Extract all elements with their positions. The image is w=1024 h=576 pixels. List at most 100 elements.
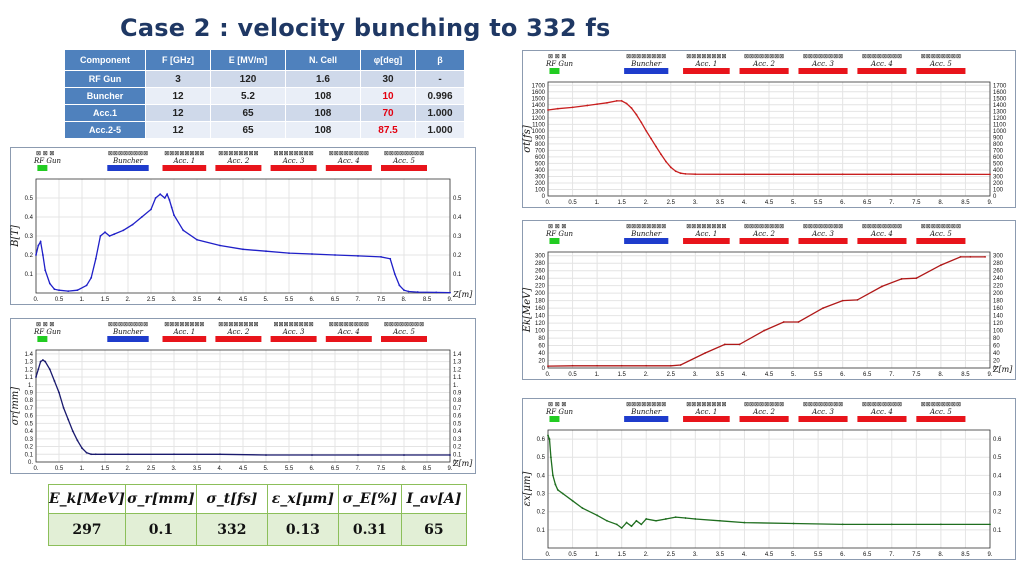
lattice-marker: ⊠ ⊠ ⊠ <box>548 54 566 60</box>
data-point <box>389 257 392 260</box>
x-tick-label: 2. <box>644 372 649 378</box>
data-point <box>122 229 125 232</box>
data-point <box>170 206 173 209</box>
x-tick-label: 3.5 <box>193 297 202 303</box>
x-tick-label: 7. <box>889 200 894 206</box>
data-point <box>140 216 143 218</box>
y-tick-label: 0.4 <box>537 473 546 479</box>
y-tick-label-right: 0.2 <box>453 253 462 259</box>
row-label: Acc.1 <box>64 104 146 122</box>
series-line-sigma_t <box>547 100 991 176</box>
lattice-block-rf-gun <box>549 68 560 74</box>
lattice-marker: ⊠ ⊠ ⊠ <box>548 402 566 408</box>
lattice-label-acc-3: Acc. 3 <box>811 230 834 238</box>
x-tick-label: 1. <box>595 200 600 206</box>
data-point <box>797 321 800 323</box>
x-tick-label: 4. <box>217 297 222 303</box>
x-tick-label: 5.5 <box>814 200 823 206</box>
x-tick-label: 8.5 <box>961 372 970 378</box>
cell-field: 5.2 <box>210 87 286 105</box>
data-point <box>90 276 93 279</box>
data-point <box>547 434 549 437</box>
lattice-block-rf-gun <box>37 165 48 171</box>
data-point <box>108 235 111 237</box>
data-point <box>581 507 584 509</box>
data-point <box>915 277 918 280</box>
data-point <box>182 229 185 232</box>
y-tick-label-right: 1400 <box>993 103 1007 109</box>
data-point <box>959 255 962 258</box>
lattice-block-acc-3 <box>798 416 848 422</box>
summary-value-sigma-t: 332 <box>195 513 268 546</box>
summary-value-sigma-r: 0.1 <box>124 513 197 546</box>
data-point <box>242 248 244 251</box>
cell-ncell: 108 <box>285 121 361 139</box>
data-point <box>85 451 88 454</box>
data-point <box>620 364 623 367</box>
x-tick-label: 4. <box>742 200 747 206</box>
x-tick-label: 4.5 <box>765 372 774 378</box>
parameter-table: Component F [GHz] E [MV/m] N. Cell φ[deg… <box>64 49 465 139</box>
y-tick-label: 60 <box>538 344 545 350</box>
y-tick-label: 20 <box>538 359 545 365</box>
x-tick-label: 6. <box>840 552 845 558</box>
y-tick-label: 900 <box>535 135 546 141</box>
lattice-marker: ⊠⊠⊠⊠⊠⊠⊠⊠ <box>108 151 148 157</box>
data-point <box>743 173 746 176</box>
lattice-block-acc-2 <box>739 68 789 74</box>
lattice-marker: ⊠⊠⊠⊠⊠⊠⊠⊠ <box>626 402 666 408</box>
data-point <box>154 197 157 199</box>
x-tick-label: 9. <box>447 297 452 303</box>
lattice-marker: ⊠⊠⊠⊠⊠⊠⊠⊠ <box>803 54 843 60</box>
lattice-marker: ⊠⊠⊠⊠⊠⊠⊠⊠ <box>329 322 369 328</box>
y-tick-label-right: 0.3 <box>453 234 462 240</box>
data-point <box>596 514 599 517</box>
summary-value-sigma-e: 0.31 <box>337 513 402 546</box>
lattice-label-buncher: Buncher <box>630 408 662 416</box>
data-point <box>650 137 653 140</box>
y-tick-label: 200 <box>535 291 546 297</box>
data-point <box>219 453 221 456</box>
data-point <box>168 199 171 201</box>
data-point <box>596 103 599 106</box>
y-tick-label-right: 0.5 <box>993 455 1002 461</box>
x-tick-label: 2.5 <box>147 466 156 472</box>
data-point <box>792 522 795 525</box>
header-component: Component <box>64 49 146 71</box>
data-point <box>71 430 74 433</box>
data-point <box>620 99 623 102</box>
x-tick-label: 7.5 <box>377 297 386 303</box>
y-tick-label-right: 0.9 <box>453 390 462 396</box>
data-point <box>311 454 313 456</box>
cell-phase: 87.5 <box>360 121 416 139</box>
data-point <box>104 231 106 234</box>
x-tick-label: 3. <box>693 552 698 558</box>
data-point <box>196 238 198 241</box>
lattice-marker: ⊠⊠⊠⊠⊠⊠⊠⊠ <box>921 402 961 408</box>
y-tick-label: 0.7 <box>25 406 34 412</box>
data-point <box>552 474 554 477</box>
data-point <box>679 364 682 366</box>
lattice-block-acc-2 <box>739 238 789 244</box>
lattice-marker: ⊠ ⊠ ⊠ <box>36 322 54 328</box>
lattice-marker: ⊠⊠⊠⊠⊠⊠⊠⊠ <box>273 151 313 157</box>
x-tick-label: 4. <box>742 372 747 378</box>
data-point <box>94 257 97 260</box>
y-tick-label-right: 500 <box>993 161 1004 167</box>
lattice-marker: ⊠⊠⊠⊠⊠⊠⊠⊠ <box>164 322 204 328</box>
y-tick-label-right: 220 <box>993 284 1004 290</box>
data-point <box>969 255 972 258</box>
y-tick-label: 1100 <box>532 122 546 128</box>
plot-area <box>547 429 991 549</box>
x-tick-label: 0.5 <box>55 297 64 303</box>
x-tick-label: 0.5 <box>568 372 577 378</box>
parameter-table-header: Component F [GHz] E [MV/m] N. Cell φ[deg… <box>64 49 465 71</box>
lattice-label-acc-1: Acc. 1 <box>694 408 717 416</box>
x-tick-label: 9. <box>987 552 992 558</box>
y-tick-label: 40 <box>538 351 545 357</box>
data-point <box>81 447 83 449</box>
data-point <box>900 278 903 280</box>
data-point <box>881 285 883 288</box>
data-point <box>606 519 608 522</box>
y-tick-label-right: 0 <box>993 366 997 372</box>
